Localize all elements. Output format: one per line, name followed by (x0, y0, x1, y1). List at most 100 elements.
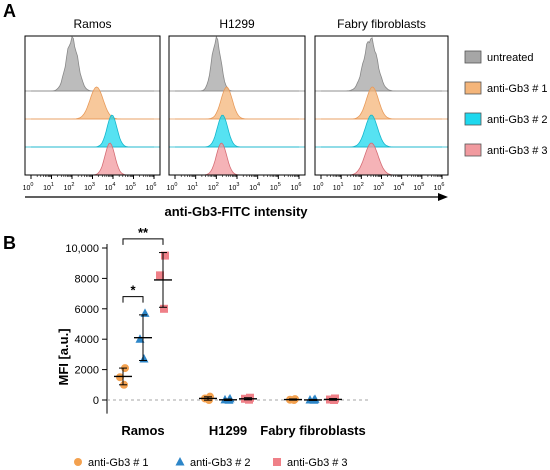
legend-label: anti-Gb3 # 1 (88, 457, 149, 469)
x-tick-label: 106 (146, 182, 157, 192)
x-tick-exponent: 4 (401, 182, 404, 188)
legend-label: untreated (487, 52, 533, 64)
data-point-triangle (140, 308, 150, 317)
x-tick-label: 105 (270, 182, 281, 192)
legend-swatch (464, 112, 482, 126)
legend-swatch (464, 81, 482, 95)
y-tick-label: 6000 (75, 304, 99, 316)
x-tick-exponent: 1 (195, 182, 198, 188)
x-tick-exponent: 2 (216, 182, 219, 188)
y-tick-label: 8000 (75, 273, 99, 285)
x-tick-exponent: 5 (133, 182, 136, 188)
x-tick-exponent: 3 (381, 182, 384, 188)
x-tick-label: 106 (291, 182, 302, 192)
mfi-y-label: MFI [a.u.] (56, 328, 71, 385)
histogram-x-label: anti-Gb3-FITC intensity (165, 204, 309, 219)
significance-bracket: ** (122, 225, 164, 245)
x-tick-label: 105 (413, 182, 424, 192)
x-tick-label: 100 (313, 182, 324, 192)
histogram-frame (168, 35, 306, 176)
x-tick-exponent: 3 (236, 182, 239, 188)
bracket-line (122, 296, 144, 303)
x-tick-exponent: 3 (92, 182, 95, 188)
category-label: Ramos (121, 423, 164, 438)
x-tick-exponent: 6 (298, 182, 301, 188)
x-tick-exponent: 6 (441, 182, 444, 188)
y-tick-label: 10,000 (65, 243, 99, 255)
x-tick-label: 104 (105, 182, 116, 192)
x-tick-label: 102 (353, 182, 364, 192)
significance-bracket: * (122, 283, 144, 303)
x-tick-exponent: 1 (51, 182, 54, 188)
x-tick-exponent: 5 (421, 182, 424, 188)
cell-line-title: H1299 (219, 17, 255, 31)
histogram-curve (31, 36, 154, 92)
histogram-curve (31, 142, 154, 176)
histogram-curve (175, 35, 299, 92)
histogram-legend: untreated anti-Gb3 # 1 anti-Gb3 # 2 anti-Gb… (464, 50, 548, 157)
x-tick-label: 102 (208, 182, 219, 192)
legend-swatch (464, 143, 482, 157)
x-tick-label: 105 (125, 182, 136, 192)
x-tick-exponent: 2 (361, 182, 364, 188)
scatter-series (114, 364, 302, 404)
histogram-curve (321, 37, 442, 92)
x-tick-exponent: 0 (320, 182, 323, 188)
cell-line-title: Fabry fibroblasts (337, 17, 426, 31)
legend-label: anti-Gb3 # 2 (487, 114, 548, 126)
axis-arrow-head (438, 193, 448, 201)
y-tick-label: 2000 (75, 365, 99, 377)
x-tick-label: 103 (229, 182, 240, 192)
x-tick-label: 103 (84, 182, 95, 192)
panel-label-a: A (3, 1, 16, 21)
x-tick-exponent: 6 (153, 182, 156, 188)
data-point-square (273, 458, 281, 466)
significance-mark: * (130, 283, 136, 298)
data-point-square (161, 251, 169, 260)
bracket-line (122, 238, 164, 245)
x-tick-label: 106 (434, 182, 445, 192)
histogram-curve (321, 86, 442, 120)
x-tick-label: 101 (43, 182, 54, 192)
cell-line-title: Ramos (73, 17, 111, 31)
legend-label: anti-Gb3 # 3 (487, 145, 548, 157)
x-tick-exponent: 5 (278, 182, 281, 188)
histogram-frame (314, 35, 449, 176)
scatter-series (134, 308, 322, 404)
data-point-square (156, 271, 164, 280)
data-point-triangle (139, 353, 149, 363)
data-point-circle (74, 458, 82, 466)
x-tick-exponent: 4 (112, 182, 115, 188)
x-tick-label: 101 (187, 182, 198, 192)
x-tick-exponent: 4 (257, 182, 260, 188)
histogram-curve (175, 86, 299, 120)
mfi-scatter-plot: 0 2000 4000 6000 8000 10,000 Ramos H1299 Fabry f… (65, 225, 370, 438)
histogram-curve (31, 114, 154, 148)
legend-label: anti-Gb3 # 2 (190, 457, 251, 469)
legend-label: anti-Gb3 # 1 (487, 83, 548, 95)
significance-mark: ** (138, 225, 149, 240)
x-tick-label: 100 (23, 182, 34, 192)
x-tick-exponent: 0 (174, 182, 177, 188)
legend-label: anti-Gb3 # 3 (287, 457, 348, 469)
legend-swatch (464, 50, 482, 64)
category-label: Fabry fibroblasts (260, 423, 365, 438)
x-tick-label: 100 (167, 182, 178, 192)
data-point-circle (116, 373, 124, 382)
x-tick-label: 104 (249, 182, 260, 192)
x-tick-exponent: 1 (341, 182, 344, 188)
histogram-curve (321, 114, 442, 148)
y-tick-label: 0 (93, 395, 99, 407)
data-point-triangle (135, 334, 145, 343)
histogram-curve (175, 142, 299, 176)
data-point-square (160, 304, 168, 313)
histogram-curve (321, 142, 442, 176)
x-tick-exponent: 2 (71, 182, 74, 188)
panel-label-b: B (3, 233, 16, 253)
category-label: H1299 (209, 423, 247, 438)
x-tick-label: 103 (373, 182, 384, 192)
